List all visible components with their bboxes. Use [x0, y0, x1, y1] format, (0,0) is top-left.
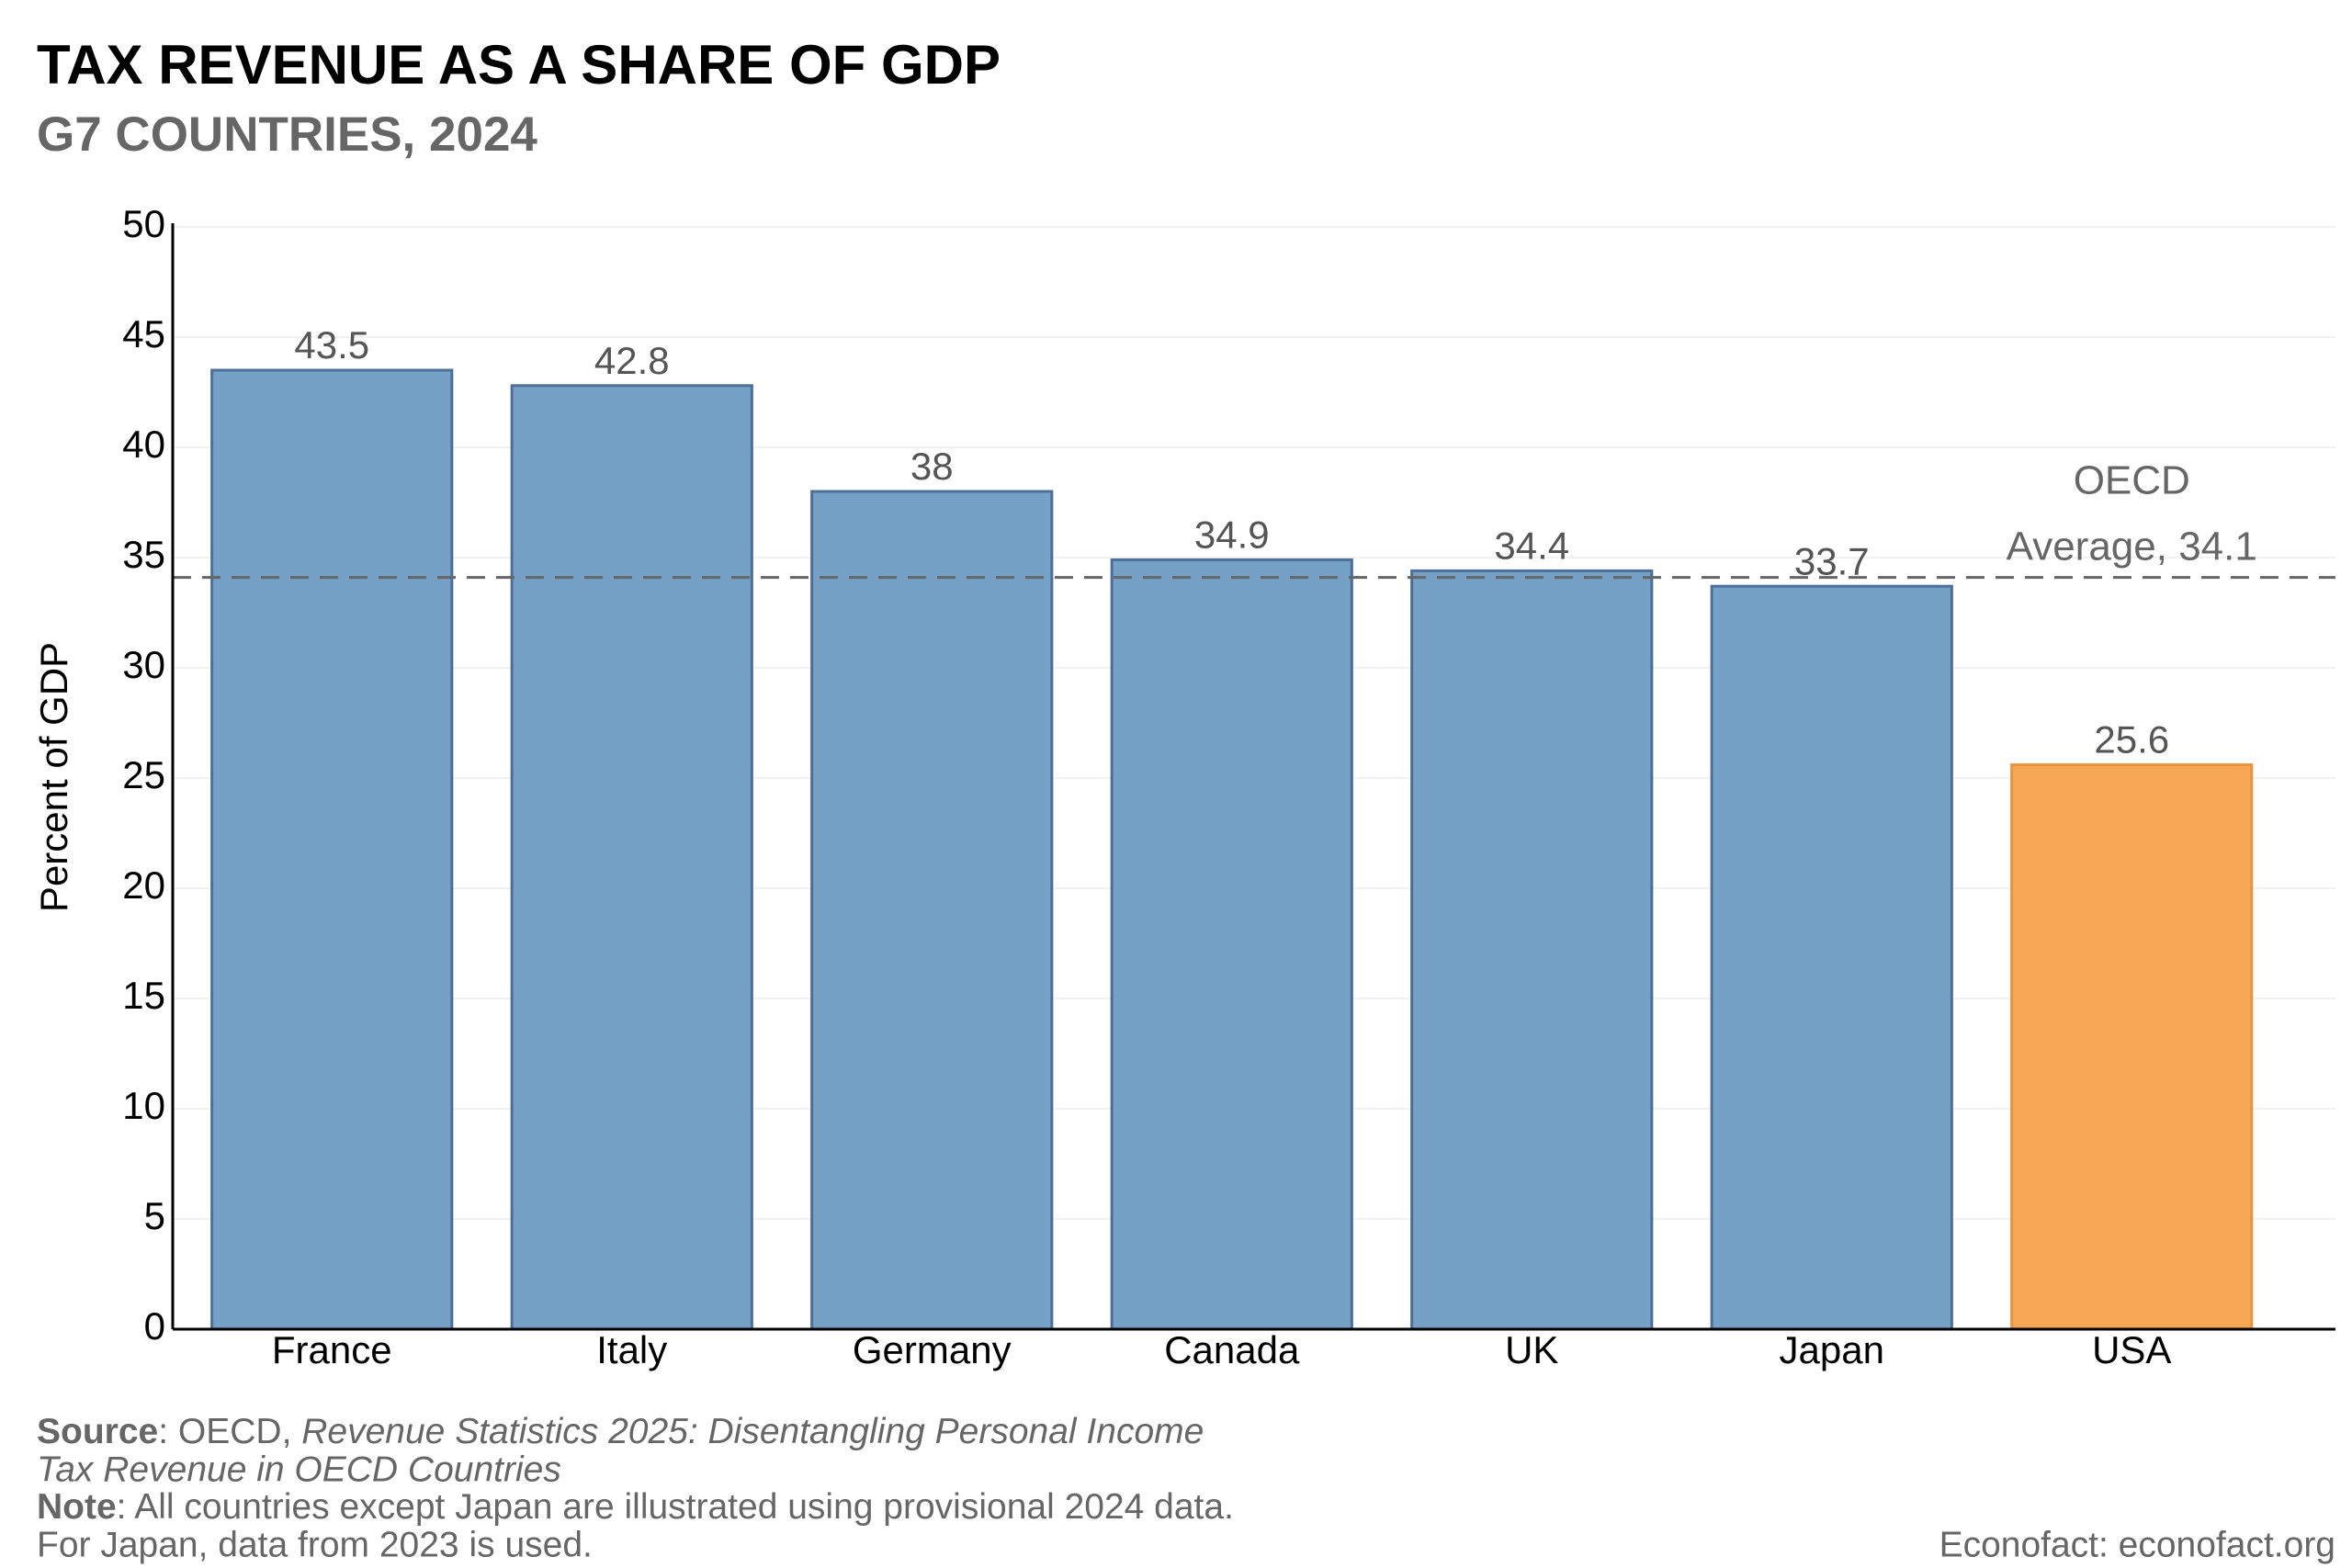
source-title: Tax Revenue in OECD Countries — [37, 1450, 561, 1489]
y-tick-label: 50 — [122, 202, 165, 245]
footer-note: Note: All countries except Japan are ill… — [37, 1487, 1234, 1527]
value-label: 38 — [910, 445, 954, 488]
reference-label: OECD — [2074, 458, 2190, 503]
y-tick-label: 15 — [122, 974, 165, 1017]
footer-source: Source: OECD, Revenue Statistics 2025: D… — [37, 1412, 1204, 1451]
chart-subtitle: G7 COUNTRIES, 2024 — [37, 107, 537, 162]
bar — [1110, 558, 1353, 1331]
value-label: 43.5 — [294, 323, 369, 367]
y-tick-label: 25 — [122, 753, 165, 796]
bar — [1410, 569, 1654, 1331]
y-axis-label: Percent of GDP — [32, 642, 75, 912]
bar — [510, 384, 753, 1331]
value-label: 33.7 — [1794, 539, 1870, 582]
x-tick-label: UK — [1505, 1328, 1558, 1371]
source-title: Revenue Statistics 2025: Disentangling P… — [301, 1412, 1204, 1451]
value-label: 34.4 — [1494, 524, 1569, 567]
reference-label: Average, 34.1 — [2007, 525, 2257, 570]
credit: Econofact: econofact.org — [1939, 1525, 2335, 1564]
source-text: : OECD, — [158, 1412, 301, 1451]
y-tick-label: 45 — [122, 312, 165, 355]
note-text: : All countries except Japan are illustr… — [117, 1487, 1234, 1527]
x-tick-label: Japan — [1780, 1328, 1884, 1371]
y-tick-label: 30 — [122, 643, 165, 686]
source-label: Source — [37, 1412, 158, 1451]
y-tick-label: 10 — [122, 1084, 165, 1127]
y-tick-label: 35 — [122, 533, 165, 576]
note-text: For Japan, data from 2023 is used. — [37, 1525, 593, 1564]
x-tick-label: France — [272, 1328, 392, 1371]
x-tick-label: USA — [2092, 1328, 2171, 1371]
y-tick-label: 20 — [122, 863, 165, 907]
bar — [810, 490, 1054, 1331]
value-label: 25.6 — [2094, 718, 2169, 761]
bar — [210, 368, 454, 1331]
x-tick-label: Canada — [1164, 1328, 1300, 1371]
y-tick-label: 40 — [122, 423, 165, 466]
y-tick-label: 0 — [144, 1304, 165, 1348]
bar — [1710, 584, 1953, 1331]
x-tick-label: Germany — [853, 1328, 1012, 1371]
note-label: Note — [37, 1487, 117, 1527]
y-tick-label: 5 — [144, 1194, 165, 1237]
x-tick-label: Italy — [596, 1328, 667, 1371]
value-label: 34.9 — [1194, 513, 1270, 556]
chart-title: TAX REVENUE AS A SHARE OF GDP — [37, 34, 1001, 96]
value-label: 42.8 — [594, 339, 670, 382]
bar — [2010, 763, 2254, 1331]
